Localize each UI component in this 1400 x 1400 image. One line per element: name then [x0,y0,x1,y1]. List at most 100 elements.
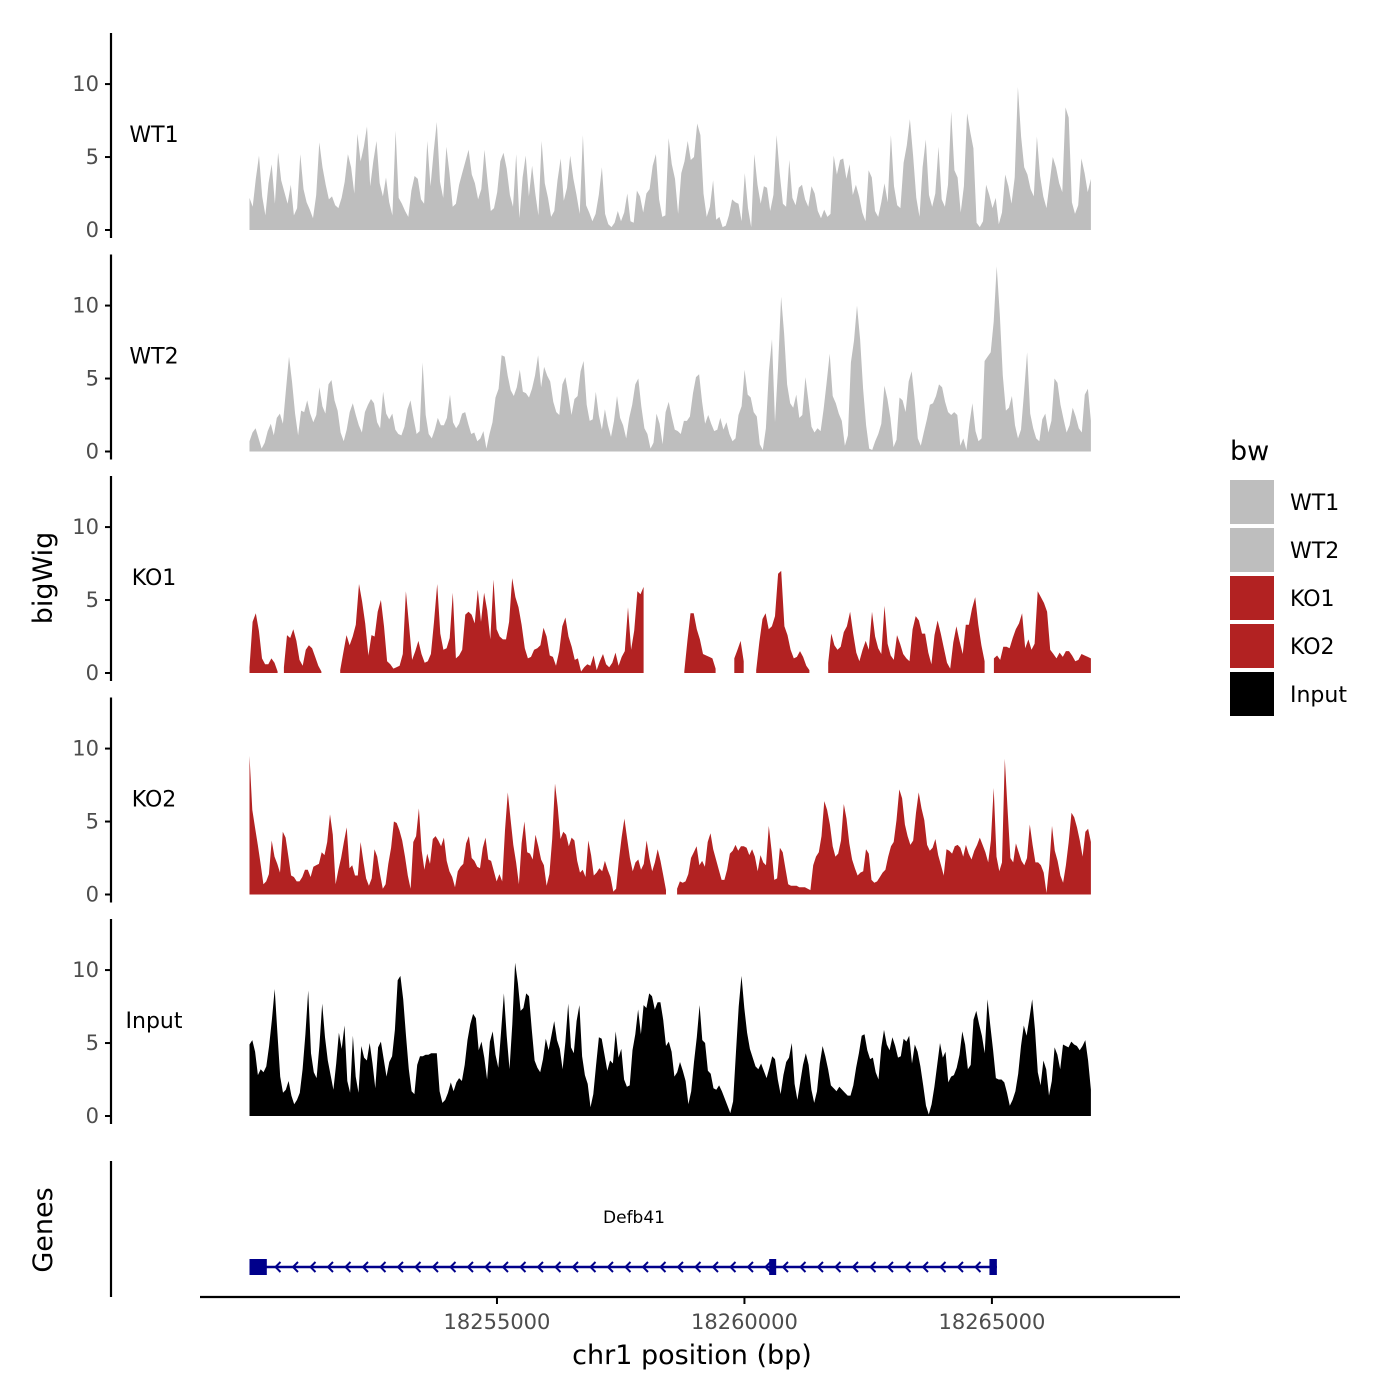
y-tick-label: 5 [86,588,99,612]
y-tick-label: 10 [72,72,99,96]
y-tick-label: 10 [72,958,99,982]
strand-arrow [326,1261,334,1273]
genes-axis-title: Genes [28,1187,59,1272]
strand-arrow [274,1261,282,1273]
area-input [249,962,1091,1116]
y-tick-label: 5 [86,810,99,834]
track-label: Input [126,1009,183,1034]
strand-arrow [536,1261,544,1273]
exon [249,1259,267,1275]
strand-arrow [816,1261,824,1273]
strand-arrow [886,1261,894,1273]
y-tick-label: 10 [72,294,99,318]
strand-arrow [641,1261,649,1273]
y-tick-label: 5 [86,1031,99,1055]
strand-arrow [746,1261,754,1273]
exon [989,1259,997,1275]
x-tick-label: 18265000 [938,1310,1045,1334]
y-tick-label: 0 [86,1104,99,1128]
strand-arrow [956,1261,964,1273]
legend-entry-wt2: WT2 [1230,528,1339,572]
y-tick-label: 0 [86,883,99,907]
legend-entry-ko1: KO1 [1230,576,1335,620]
legend-label: WT2 [1290,539,1339,564]
area-ko2 [249,755,1091,895]
strand-arrow [939,1261,947,1273]
bigwig-tracks: 0 5 10 WT1 0 5 10 WT2 0 5 10 KO1 0 5 10 KO2 0 5 10 Input [72,33,1091,1128]
strand-arrow [344,1261,352,1273]
track-ko2: 0 5 10 KO2 [72,697,1091,907]
strand-arrow [606,1261,614,1273]
legend-swatch [1230,528,1274,572]
y-tick-label: 0 [86,440,99,464]
strand-arrow [466,1261,474,1273]
strand-arrow [449,1261,457,1273]
y-tick-label: 0 [86,218,99,242]
strand-arrow [694,1261,702,1273]
area-wt2 [249,266,1091,452]
strand-arrow [309,1261,317,1273]
strand-arrow [624,1261,632,1273]
strand-arrow [711,1261,719,1273]
legend-swatch [1230,576,1274,620]
strand-arrow [851,1261,859,1273]
strand-arrow [764,1261,772,1273]
x-axis-title: chr1 position (bp) [572,1340,812,1371]
track-label: WT1 [129,123,178,148]
strand-arrow [676,1261,684,1273]
x-tick-label: 18255000 [444,1310,551,1334]
track-input: 0 5 10 Input [72,919,1091,1128]
x-axis: 18255000 18260000 18265000 [200,1295,1180,1334]
strand-arrow [834,1261,842,1273]
strand-arrow [589,1261,597,1273]
strand-arrow [361,1261,369,1273]
strand-arrow [414,1261,422,1273]
track-wt1: 0 5 10 WT1 [72,33,1091,242]
track-wt2: 0 5 10 WT2 [72,254,1091,464]
y-tick-label: 0 [86,661,99,685]
track-label: WT2 [129,345,178,370]
strand-arrow [781,1261,789,1273]
strand-arrow [921,1261,929,1273]
strand-arrow [904,1261,912,1273]
y-tick-label: 10 [72,515,99,539]
strand-arrow [291,1261,299,1273]
strand-arrow [379,1261,387,1273]
legend-entry-input: Input [1230,672,1347,716]
strand-arrow [571,1261,579,1273]
area-wt1 [249,87,1091,230]
legend-label: KO2 [1290,635,1335,660]
legend-title: bw [1230,436,1269,467]
legend-swatch [1230,672,1274,716]
legend-swatch [1230,480,1274,524]
legend-swatch [1230,624,1274,668]
area-ko1 [249,570,1091,673]
y-tick-label: 5 [86,145,99,169]
gene-track: Defb41 [109,1161,997,1297]
track-ko1: 0 5 10 KO1 [72,476,1091,685]
gene-label: Defb41 [603,1208,665,1228]
strand-arrow [799,1261,807,1273]
track-label: KO1 [132,566,177,591]
strand-arrow [484,1261,492,1273]
strand-arrow [869,1261,877,1273]
legend-label: WT1 [1290,491,1339,516]
y-tick-label: 5 [86,367,99,391]
legend: bw WT1 WT2 KO1 KO2 Input [1230,436,1347,716]
track-label: KO2 [132,788,177,813]
gene-defb41: Defb41 [249,1208,997,1275]
exon [769,1259,777,1275]
legend-entry-wt1: WT1 [1230,480,1339,524]
x-tick-label: 18260000 [691,1310,798,1334]
y-tick-label: 10 [72,737,99,761]
strand-arrow [974,1261,982,1273]
legend-label: Input [1290,683,1347,708]
y-axis-title: bigWig [28,532,59,625]
strand-arrow [501,1261,509,1273]
strand-arrow [519,1261,527,1273]
strand-arrow [554,1261,562,1273]
strand-arrow [431,1261,439,1273]
strand-arrow [659,1261,667,1273]
legend-label: KO1 [1290,587,1335,612]
